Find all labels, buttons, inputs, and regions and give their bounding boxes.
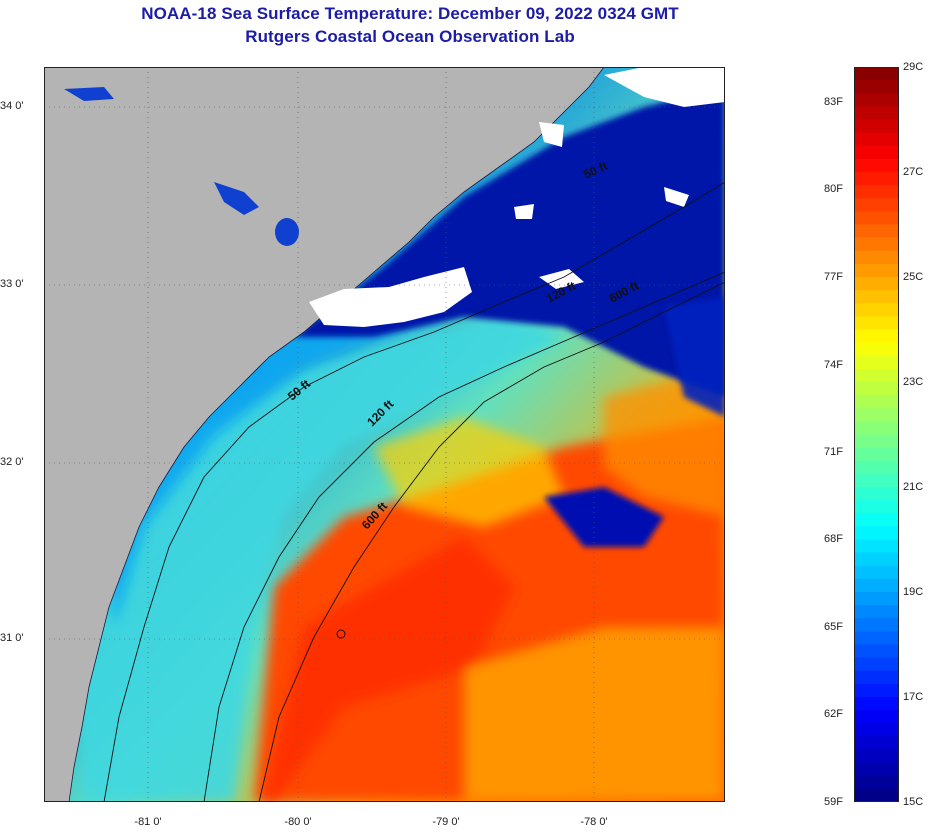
colorbar-band <box>854 316 899 331</box>
colorbar-band <box>854 263 899 278</box>
colorbar-band <box>854 329 899 344</box>
colorbar-c-label: 19C <box>903 586 924 598</box>
lat-label: 32 0' <box>0 456 24 468</box>
colorbar-c-label: 21C <box>903 481 924 493</box>
colorbar-band <box>854 211 899 226</box>
colorbar-band <box>854 395 899 409</box>
colorbar-band <box>854 644 899 659</box>
colorbar-band <box>854 368 899 383</box>
colorbar-band <box>854 697 899 711</box>
colorbar-band <box>854 93 899 107</box>
colorbar-band <box>854 277 899 291</box>
colorbar-band <box>854 303 899 317</box>
colorbar-f-label: 68F <box>824 533 843 545</box>
colorbar-band <box>854 487 899 501</box>
colorbar-band <box>854 683 899 698</box>
map-subtitle: Rutgers Coastal Ocean Observation Lab <box>245 27 575 46</box>
colorbar-band <box>854 237 899 252</box>
colorbar-band <box>854 382 899 396</box>
isobath-50ft <box>103 181 725 802</box>
colorbar-band <box>854 762 899 777</box>
colorbar-band <box>854 460 899 475</box>
colorbar-f-label: 65F <box>824 621 843 633</box>
colorbar-band <box>854 670 899 685</box>
colorbar-f-label: 74F <box>824 359 843 371</box>
colorbar-f-label: 80F <box>824 183 843 195</box>
colorbar-band <box>854 736 899 751</box>
colorbar-c-label: 27C <box>903 166 924 178</box>
colorbar-band <box>854 578 899 593</box>
colorbar-band <box>854 158 899 173</box>
colorbar-band <box>854 618 899 632</box>
colorbar-band <box>854 132 899 147</box>
lat-label: 34 0' <box>0 100 24 112</box>
sst-map: 50 ft 50 ft 120 ft 600 ft 120 ft 600 ft <box>44 67 725 802</box>
colorbar-band <box>854 788 899 802</box>
colorbar-band <box>854 408 899 422</box>
lat-label: 33 0' <box>0 278 24 290</box>
colorbar-f-label: 59F <box>824 796 843 808</box>
colorbar-band <box>854 145 899 160</box>
colorbar-band <box>854 224 899 239</box>
colorbar-band <box>854 342 899 357</box>
land <box>44 67 605 802</box>
colorbar-f-label: 62F <box>824 708 843 720</box>
colorbar-band <box>854 185 899 199</box>
colorbar-band <box>854 552 899 567</box>
isobath-600ft <box>258 281 725 802</box>
colorbar-band <box>854 447 899 462</box>
colorbar-c-label: 25C <box>903 271 924 283</box>
colorbar-band <box>854 473 899 488</box>
isobath-120ft <box>203 271 725 802</box>
colorbar-band <box>854 198 899 212</box>
lon-label: -80 0' <box>284 816 312 828</box>
colorbar-band <box>854 539 899 554</box>
colorbar-band <box>854 119 899 134</box>
colorbar-band <box>854 723 899 737</box>
colorbar-band <box>854 421 899 436</box>
colorbar-band <box>854 106 899 121</box>
colorbar-band <box>854 631 899 646</box>
lon-label: -79 0' <box>432 816 460 828</box>
colorbar-band <box>854 355 899 370</box>
colorbar-f-label: 83F <box>824 96 843 108</box>
colorbar-band <box>854 565 899 580</box>
colorbar <box>854 67 899 802</box>
lon-label: -78 0' <box>580 816 608 828</box>
colorbar-band <box>854 290 899 304</box>
colorbar-band <box>854 67 899 81</box>
colorbar-band <box>854 172 899 186</box>
colorbar-band <box>854 710 899 724</box>
colorbar-band <box>854 605 899 619</box>
lat-label: 31 0' <box>0 632 24 644</box>
colorbar-f-label: 77F <box>824 271 843 283</box>
map-title: NOAA-18 Sea Surface Temperature: Decembe… <box>141 4 679 23</box>
colorbar-c-label: 29C <box>903 61 924 73</box>
colorbar-c-label: 15C <box>903 796 924 808</box>
colorbar-c-label: 17C <box>903 691 924 703</box>
colorbar-band <box>854 657 899 672</box>
colorbar-band <box>854 434 899 449</box>
colorbar-band <box>854 513 899 527</box>
colorbar-band <box>854 749 899 764</box>
lon-label: -81 0' <box>134 816 162 828</box>
colorbar-band <box>854 526 899 541</box>
cloud <box>309 267 472 327</box>
colorbar-c-label: 23C <box>903 376 924 388</box>
colorbar-f-label: 71F <box>824 446 843 458</box>
colorbar-band <box>854 250 899 265</box>
colorbar-band <box>854 775 899 790</box>
colorbar-band <box>854 500 899 514</box>
colorbar-band <box>854 592 899 606</box>
colorbar-band <box>854 80 899 94</box>
